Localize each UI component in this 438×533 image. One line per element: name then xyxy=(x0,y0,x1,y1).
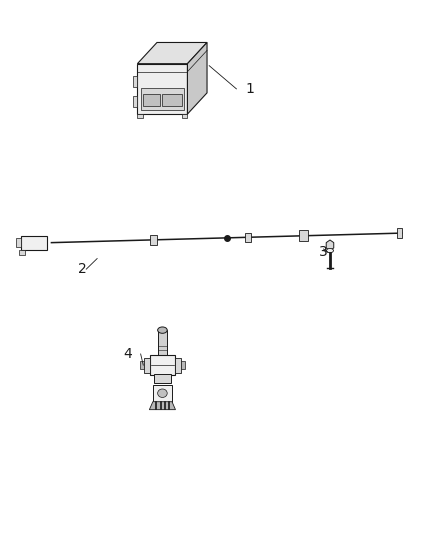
Polygon shape xyxy=(244,233,251,241)
Ellipse shape xyxy=(158,327,167,333)
Polygon shape xyxy=(149,235,156,245)
Polygon shape xyxy=(21,236,47,249)
Polygon shape xyxy=(162,94,182,106)
Text: 4: 4 xyxy=(123,347,132,361)
Polygon shape xyxy=(138,43,207,63)
Text: 3: 3 xyxy=(319,245,328,259)
Polygon shape xyxy=(143,94,160,106)
Polygon shape xyxy=(175,358,181,373)
Polygon shape xyxy=(19,249,25,255)
Polygon shape xyxy=(187,43,207,114)
Polygon shape xyxy=(299,230,308,241)
Polygon shape xyxy=(154,374,171,383)
Ellipse shape xyxy=(158,389,167,398)
Polygon shape xyxy=(133,76,138,87)
Polygon shape xyxy=(153,385,172,402)
Polygon shape xyxy=(149,402,176,410)
Ellipse shape xyxy=(326,248,333,253)
Polygon shape xyxy=(140,361,144,369)
Polygon shape xyxy=(396,228,402,238)
Polygon shape xyxy=(133,96,138,107)
Polygon shape xyxy=(158,330,167,359)
Polygon shape xyxy=(138,63,187,114)
Text: 1: 1 xyxy=(245,82,254,96)
Polygon shape xyxy=(182,114,187,118)
Polygon shape xyxy=(181,361,185,369)
Text: 2: 2 xyxy=(78,262,86,276)
Polygon shape xyxy=(144,358,150,373)
Polygon shape xyxy=(16,238,21,247)
Polygon shape xyxy=(150,355,175,375)
Polygon shape xyxy=(141,87,184,110)
Polygon shape xyxy=(138,114,143,118)
